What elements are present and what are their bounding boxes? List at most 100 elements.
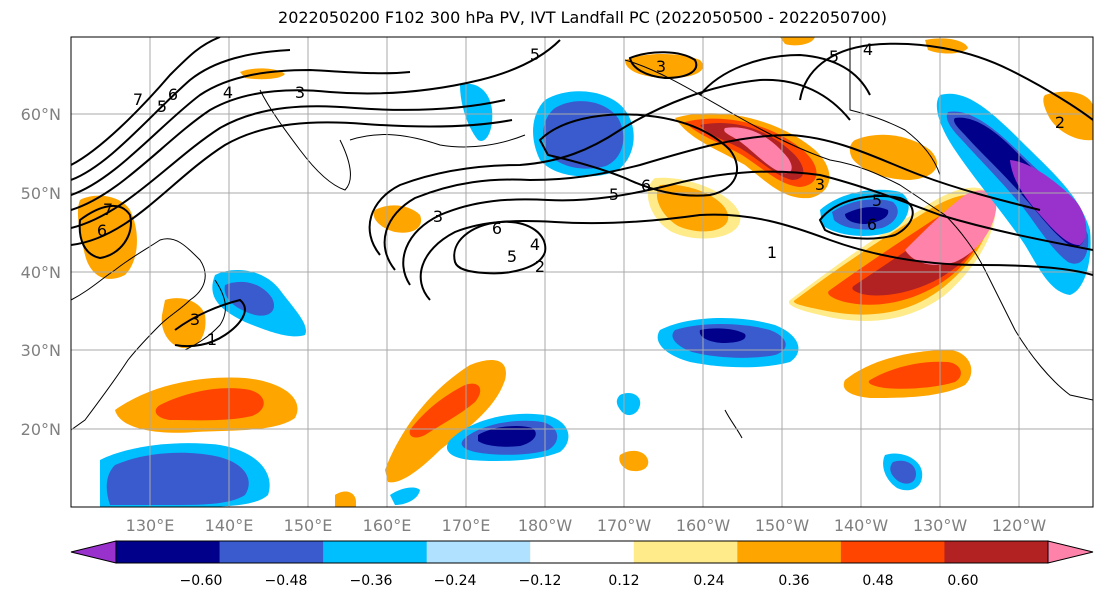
lon-label: 120°W: [992, 516, 1047, 535]
colorbar-segment: [323, 541, 428, 563]
anomaly-region: [699, 328, 746, 343]
anomaly-region: [373, 205, 422, 233]
anomaly-region: [925, 38, 968, 54]
anomaly-region: [1010, 160, 1087, 246]
anomaly-region: [390, 487, 420, 505]
contour-label: 6: [168, 85, 178, 104]
lon-label: 130°E: [126, 516, 175, 535]
contour-label: 3: [295, 83, 305, 102]
contour-line: [174, 298, 246, 348]
contour-label: 6: [492, 219, 502, 238]
anomaly-region: [335, 491, 356, 507]
map-panel: 7 6 5 4 3 3 5 6 5 6 3 5 4 5 4 2 1 3 5 6 …: [71, 37, 1093, 507]
colorbar-segments: [116, 541, 1049, 563]
anomaly-region: [478, 426, 536, 447]
contour-label: 3: [433, 207, 443, 226]
pv-contours: [71, 37, 1093, 348]
contour-label: 3: [815, 175, 825, 194]
contour-label: 3: [656, 57, 666, 76]
coastline-asia: [71, 238, 206, 431]
colorbar-ticks: −0.60 −0.48 −0.36 −0.24 −0.12 0.12 0.24 …: [180, 573, 979, 589]
contour-line: [538, 113, 739, 197]
anomaly-region: [890, 460, 916, 484]
contour-line: [699, 53, 871, 96]
coastline-hawaii: [724, 409, 743, 439]
contour-label: 2: [535, 257, 545, 276]
contour-label: 5: [530, 45, 540, 64]
contour-label: 1: [767, 243, 777, 262]
chart-title: 2022050200 F102 300 hPa PV, IVT Landfall…: [278, 8, 887, 27]
anomaly-region: [460, 83, 493, 141]
colorbar-min-arrow: [70, 540, 117, 564]
contour-label: 6: [867, 215, 877, 234]
longitude-labels: 130°E 140°E 150°E 160°E 170°E 180°W 170°…: [126, 516, 1047, 535]
anomaly-region: [905, 190, 997, 265]
colorbar-tick-label: 0.12: [608, 573, 639, 589]
colorbar-tick-label: 0.24: [693, 573, 724, 589]
contour-line: [71, 99, 506, 229]
contour-line: [818, 195, 914, 240]
contour-label: 6: [641, 176, 651, 195]
coastline-north-america: [944, 214, 1093, 401]
contour-line: [71, 119, 513, 246]
lon-label: 140°W: [834, 516, 889, 535]
lon-label: 160°W: [676, 516, 731, 535]
contour-line: [419, 213, 1093, 301]
coastline-north-pacific: [349, 134, 526, 148]
anomaly-region: [780, 37, 815, 46]
contour-label: 4: [863, 40, 873, 59]
lon-label: 140°E: [205, 516, 254, 535]
colorbar-segment: [633, 541, 738, 563]
anomaly-region: [849, 134, 938, 180]
colorbar-tick-label: −0.48: [265, 573, 308, 589]
lon-label: 150°E: [284, 516, 333, 535]
anomaly-region: [106, 452, 249, 505]
lon-label: 180°W: [518, 516, 573, 535]
anomaly-region: [845, 206, 889, 224]
contour-line: [78, 205, 132, 260]
colorbar-tick-label: −0.60: [180, 573, 223, 589]
colorbar-frame: [115, 540, 1049, 564]
contour-line: [368, 78, 851, 256]
colorbar-segment: [840, 541, 945, 563]
anomaly-region: [868, 361, 961, 389]
contour-label: 4: [530, 235, 540, 254]
colorbar-tick-label: 0.60: [947, 573, 978, 589]
anomaly-region: [77, 195, 137, 279]
anomaly-region: [619, 450, 649, 472]
contour-line: [71, 68, 411, 196]
anomaly-region: [1043, 91, 1093, 141]
anomaly-region: [616, 393, 641, 416]
contour-label: 7: [103, 200, 113, 219]
contour-label: 1: [207, 330, 217, 349]
colorbar-segment: [426, 541, 531, 563]
lat-label: 40°N: [21, 263, 61, 282]
lon-label: 160°E: [363, 516, 412, 535]
lat-label: 30°N: [21, 341, 61, 360]
colorbar-segment: [944, 541, 1049, 563]
lon-label: 150°W: [755, 516, 810, 535]
map-frame: [70, 36, 1094, 508]
anomaly-region: [224, 281, 275, 316]
contour-label: 3: [190, 310, 200, 329]
latitude-labels: 60°N 50°N 40°N 30°N 20°N: [21, 105, 61, 439]
lat-label: 60°N: [21, 105, 61, 124]
contour-line: [71, 49, 291, 181]
coastline-kamchatka: [259, 89, 351, 191]
lon-label: 170°E: [442, 516, 491, 535]
contour-label: 5: [609, 185, 619, 204]
lat-label: 20°N: [21, 420, 61, 439]
colorbar: −0.60 −0.48 −0.36 −0.24 −0.12 0.12 0.24 …: [70, 540, 1094, 589]
lon-label: 170°W: [597, 516, 652, 535]
contour-labels: 7 6 5 4 3 3 5 6 5 6 3 5 4 5 4 2 1 3 5 6 …: [97, 40, 1065, 349]
contour-label: 5: [872, 191, 882, 210]
colorbar-tick-label: −0.12: [519, 573, 562, 589]
gridlines: [71, 37, 1093, 507]
contour-line: [628, 51, 698, 80]
contour-line: [71, 37, 221, 166]
colorbar-max-arrow: [1047, 540, 1094, 564]
anomaly-region: [409, 383, 481, 438]
colorbar-tick-label: −0.36: [350, 573, 393, 589]
contour-line: [383, 133, 1041, 271]
